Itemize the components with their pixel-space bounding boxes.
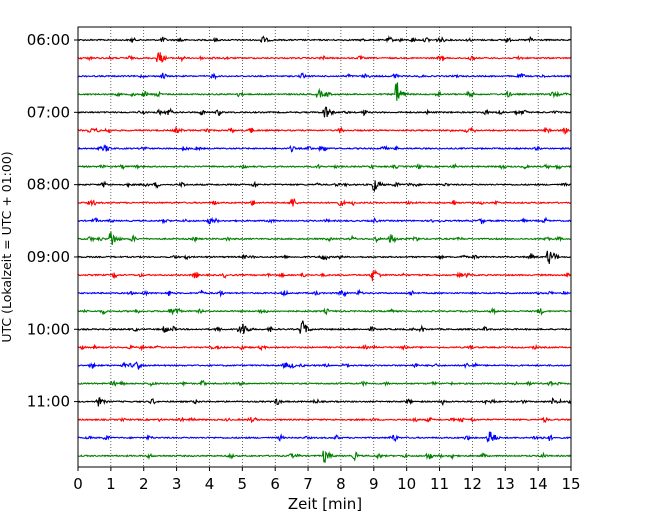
seismic-trace — [77, 180, 572, 193]
seismic-trace — [77, 106, 572, 118]
seismic-trace — [77, 35, 572, 44]
seismic-trace — [77, 320, 572, 335]
x-tick-label: 2 — [139, 475, 149, 493]
seismic-trace — [77, 450, 572, 463]
seismic-trace — [77, 416, 572, 424]
seismic-trace — [77, 379, 572, 388]
seismic-trace — [77, 288, 572, 298]
x-tick-label: 7 — [303, 475, 313, 493]
seismic-trace — [77, 82, 572, 101]
seismic-trace — [77, 250, 572, 264]
seismic-trace — [77, 72, 572, 81]
y-tick-label: 07:00 — [27, 103, 70, 121]
seismic-trace — [77, 198, 572, 207]
seismic-trace — [77, 216, 572, 225]
seismic-trace — [77, 231, 572, 246]
x-tick-label: 4 — [205, 475, 215, 493]
seismic-trace — [77, 306, 572, 316]
y-tick-label: 09:00 — [27, 248, 70, 266]
y-tick-label: 08:00 — [27, 176, 70, 194]
x-axis: 0 1 2 3 4 5 6 7 8 9 10 11 12 13 14 15 — [73, 467, 581, 493]
x-tick-label: 8 — [336, 475, 346, 493]
x-tick-label: 14 — [529, 475, 548, 493]
y-axis: 06:00 07:00 08:00 09:00 10:00 11:00 — [27, 31, 78, 411]
x-tick-label: 13 — [496, 475, 515, 493]
y-tick-label: 06:00 — [27, 31, 70, 49]
grid-layer — [110, 27, 539, 467]
seismic-trace — [77, 126, 572, 135]
x-tick-label: 11 — [430, 475, 449, 493]
seismic-trace — [77, 343, 572, 352]
seismic-trace — [77, 144, 572, 153]
seismic-trace — [77, 396, 572, 407]
x-axis-label: Zeit [min] — [288, 495, 362, 513]
x-tick-label: 5 — [238, 475, 248, 493]
x-tick-label: 1 — [106, 475, 116, 493]
seismic-trace — [77, 52, 572, 63]
y-axis-label: UTC (Lokalzeit = UTC + 01:00) — [0, 151, 14, 342]
x-tick-label: 15 — [561, 475, 580, 493]
trace-layer — [77, 35, 572, 463]
y-tick-label: 11:00 — [27, 393, 70, 411]
x-tick-label: 6 — [270, 475, 280, 493]
seismic-trace — [77, 269, 572, 282]
seismic-trace — [77, 361, 572, 370]
seismic-trace — [77, 431, 572, 443]
x-tick-label: 3 — [172, 475, 182, 493]
plot-frame — [77, 26, 572, 468]
y-tick-label: 10:00 — [27, 320, 70, 338]
x-tick-label: 9 — [369, 475, 379, 493]
x-tick-label: 0 — [73, 475, 83, 493]
x-tick-label: 12 — [463, 475, 482, 493]
seismic-trace — [77, 162, 572, 171]
x-tick-label: 10 — [397, 475, 416, 493]
